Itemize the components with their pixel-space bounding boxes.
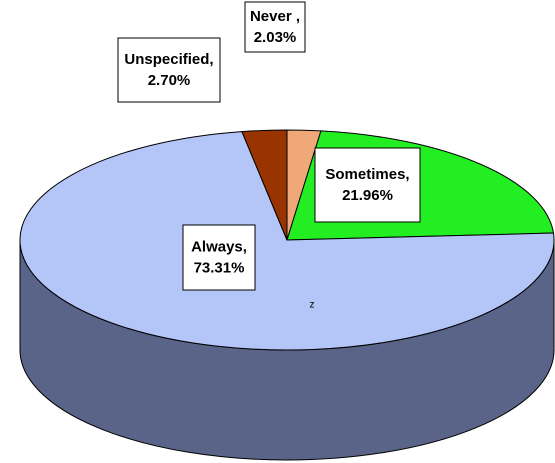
label-box bbox=[314, 147, 421, 223]
data-label: Always, 73.31% bbox=[182, 224, 256, 291]
label-value: 2.03% bbox=[254, 29, 297, 46]
label-box bbox=[117, 37, 221, 103]
data-label: Unspecified, 2.70% bbox=[117, 37, 221, 103]
labels: Never , 2.03% Sometimes, 21.96% Always, 73.31… bbox=[117, 1, 421, 291]
label-category: Sometimes, bbox=[325, 166, 409, 183]
pie-slice bbox=[241, 129, 288, 241]
label-value: 2.70% bbox=[148, 72, 191, 89]
pie bbox=[19, 129, 555, 461]
annotation: z bbox=[310, 300, 315, 311]
label-box bbox=[182, 224, 256, 291]
pie-slice bbox=[19, 131, 555, 351]
data-label: Sometimes, 21.96% bbox=[314, 147, 421, 223]
label-value: 73.31% bbox=[194, 259, 245, 276]
label-category: Always, bbox=[191, 238, 247, 255]
label-category: Never , bbox=[250, 8, 300, 25]
label-value: 21.96% bbox=[342, 187, 393, 204]
label-box bbox=[244, 1, 306, 53]
data-label: Never , 2.03% bbox=[244, 1, 306, 53]
label-category: Unspecified, bbox=[124, 51, 213, 68]
